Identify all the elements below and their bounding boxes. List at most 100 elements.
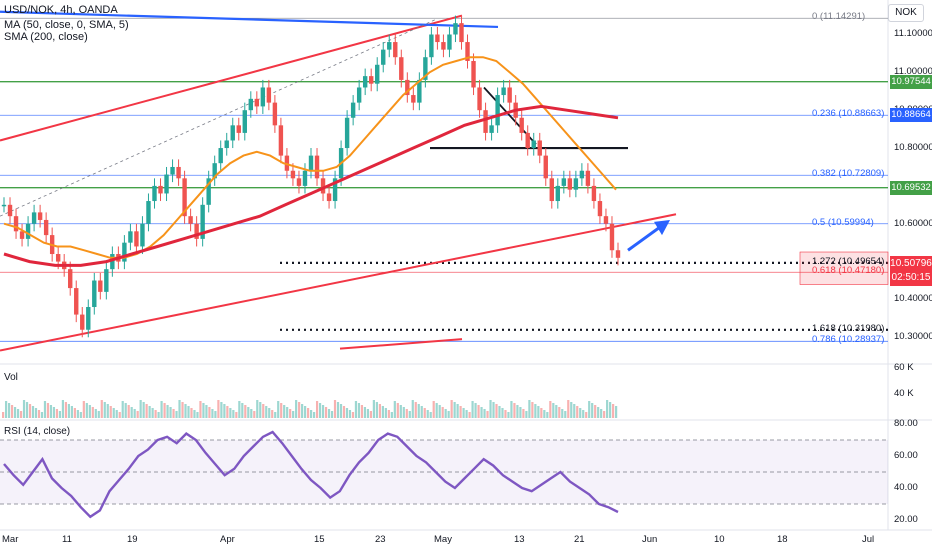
price-axis-level-tag: 10.88664 (890, 108, 932, 123)
volume-bar (169, 407, 172, 418)
volume-bar (573, 404, 576, 418)
volume-bar (417, 404, 420, 418)
volume-bar (312, 412, 316, 418)
candle-body (387, 42, 392, 50)
volume-bar (184, 404, 187, 418)
volume-bar (429, 412, 432, 418)
volume-bar (46, 403, 50, 418)
candle-body (206, 178, 211, 205)
candle-body (320, 178, 326, 194)
time-axis-label: 18 (777, 534, 788, 545)
volume-bar (55, 409, 59, 418)
volume-bar (280, 403, 283, 418)
fib-level-label: 0.382 (10.72809) (812, 168, 885, 180)
candle-body (375, 64, 380, 84)
time-axis-label: 21 (574, 534, 585, 545)
volume-bar (588, 401, 591, 418)
candle-body (92, 280, 97, 308)
volume-bar (474, 403, 477, 418)
volume-bar (414, 402, 417, 418)
rsi-line (3, 430, 619, 519)
volume-bar (408, 411, 411, 418)
volume-bar (181, 402, 184, 418)
fib-level-label: 0.5 (10.59994) (812, 216, 874, 228)
candle-body (549, 178, 554, 202)
volume-bar (498, 406, 501, 418)
candle-body (86, 307, 91, 330)
fib-level-label: 0.618 (10.47180) (812, 265, 885, 277)
candle-body (543, 155, 548, 179)
volume-bar (208, 407, 211, 418)
volume-bar (600, 409, 603, 418)
volume-bar (223, 404, 226, 418)
volume-bar (528, 400, 531, 418)
candle-body (146, 201, 151, 224)
volume-bar (579, 408, 582, 418)
price-tick-label: 10.30000 (894, 331, 932, 343)
candle-body (218, 148, 223, 164)
volume-bar (304, 406, 307, 418)
volume-bar (432, 401, 435, 418)
rsi-tick-label: 60.00 (894, 450, 918, 461)
volume-bar (13, 407, 17, 418)
volume-bar (483, 409, 486, 418)
volume-bar (160, 401, 163, 418)
volume-bar (226, 406, 229, 418)
candle-body (176, 166, 181, 179)
volume-bar (465, 410, 468, 418)
volume-bar (52, 407, 56, 418)
volume-bar (289, 409, 292, 418)
candle-body (459, 23, 464, 43)
volume-bar (420, 406, 423, 418)
volume-bar (217, 400, 220, 418)
volume-bar (591, 403, 594, 418)
currency-badge[interactable]: NOK (888, 4, 924, 22)
candle-body (368, 76, 374, 84)
volume-bar (507, 412, 510, 418)
descending-trendline (0, 10, 499, 29)
candle-body (411, 95, 416, 103)
price-tick-label: 11.00000 (894, 66, 932, 78)
candle-body (399, 57, 404, 80)
volume-bar (232, 410, 235, 418)
volume-bar (22, 400, 26, 418)
volume-bar (283, 405, 286, 418)
volume-bar (40, 412, 44, 418)
volume-bar (354, 401, 358, 418)
volume-bar (585, 412, 588, 418)
volume-tick-label: 60 K (894, 362, 914, 373)
volume-bar (597, 407, 600, 418)
candle-body (13, 216, 19, 232)
fib-level-label: 0.236 (10.88663) (812, 108, 885, 120)
volume-bar (64, 402, 67, 418)
volume-bar (148, 406, 151, 418)
volume-bar (315, 401, 319, 418)
volume-bar (390, 412, 393, 418)
price-tick-label: 10.60000 (894, 217, 932, 229)
volume-bar (567, 400, 570, 418)
volume-bar (330, 411, 334, 418)
price-axis-level-tag: 10.97544 (890, 74, 932, 89)
time-axis-label: May (434, 534, 452, 545)
volume-bar (70, 406, 73, 418)
ma50-legend: MA (50, close, 0, SMA, 5) (4, 19, 129, 31)
volume-bar (438, 405, 441, 418)
volume-bar (151, 408, 154, 418)
candle-body (236, 125, 241, 133)
volume-bar (336, 402, 340, 418)
volume-bar (492, 402, 495, 418)
volume-bar (43, 401, 47, 418)
symbol-title[interactable]: USD/NOK, 4h, OANDA (4, 4, 118, 16)
volume-bar (459, 406, 462, 418)
candle-body (68, 269, 73, 289)
volume-bar (558, 407, 561, 418)
candle-body (158, 185, 163, 194)
volume-bar (49, 405, 53, 418)
volume-bar (393, 401, 396, 418)
volume-bar (94, 409, 97, 418)
volume-bar (10, 405, 14, 418)
volume-bar (139, 400, 142, 418)
candle-body (405, 79, 410, 96)
candle-body (501, 87, 506, 96)
